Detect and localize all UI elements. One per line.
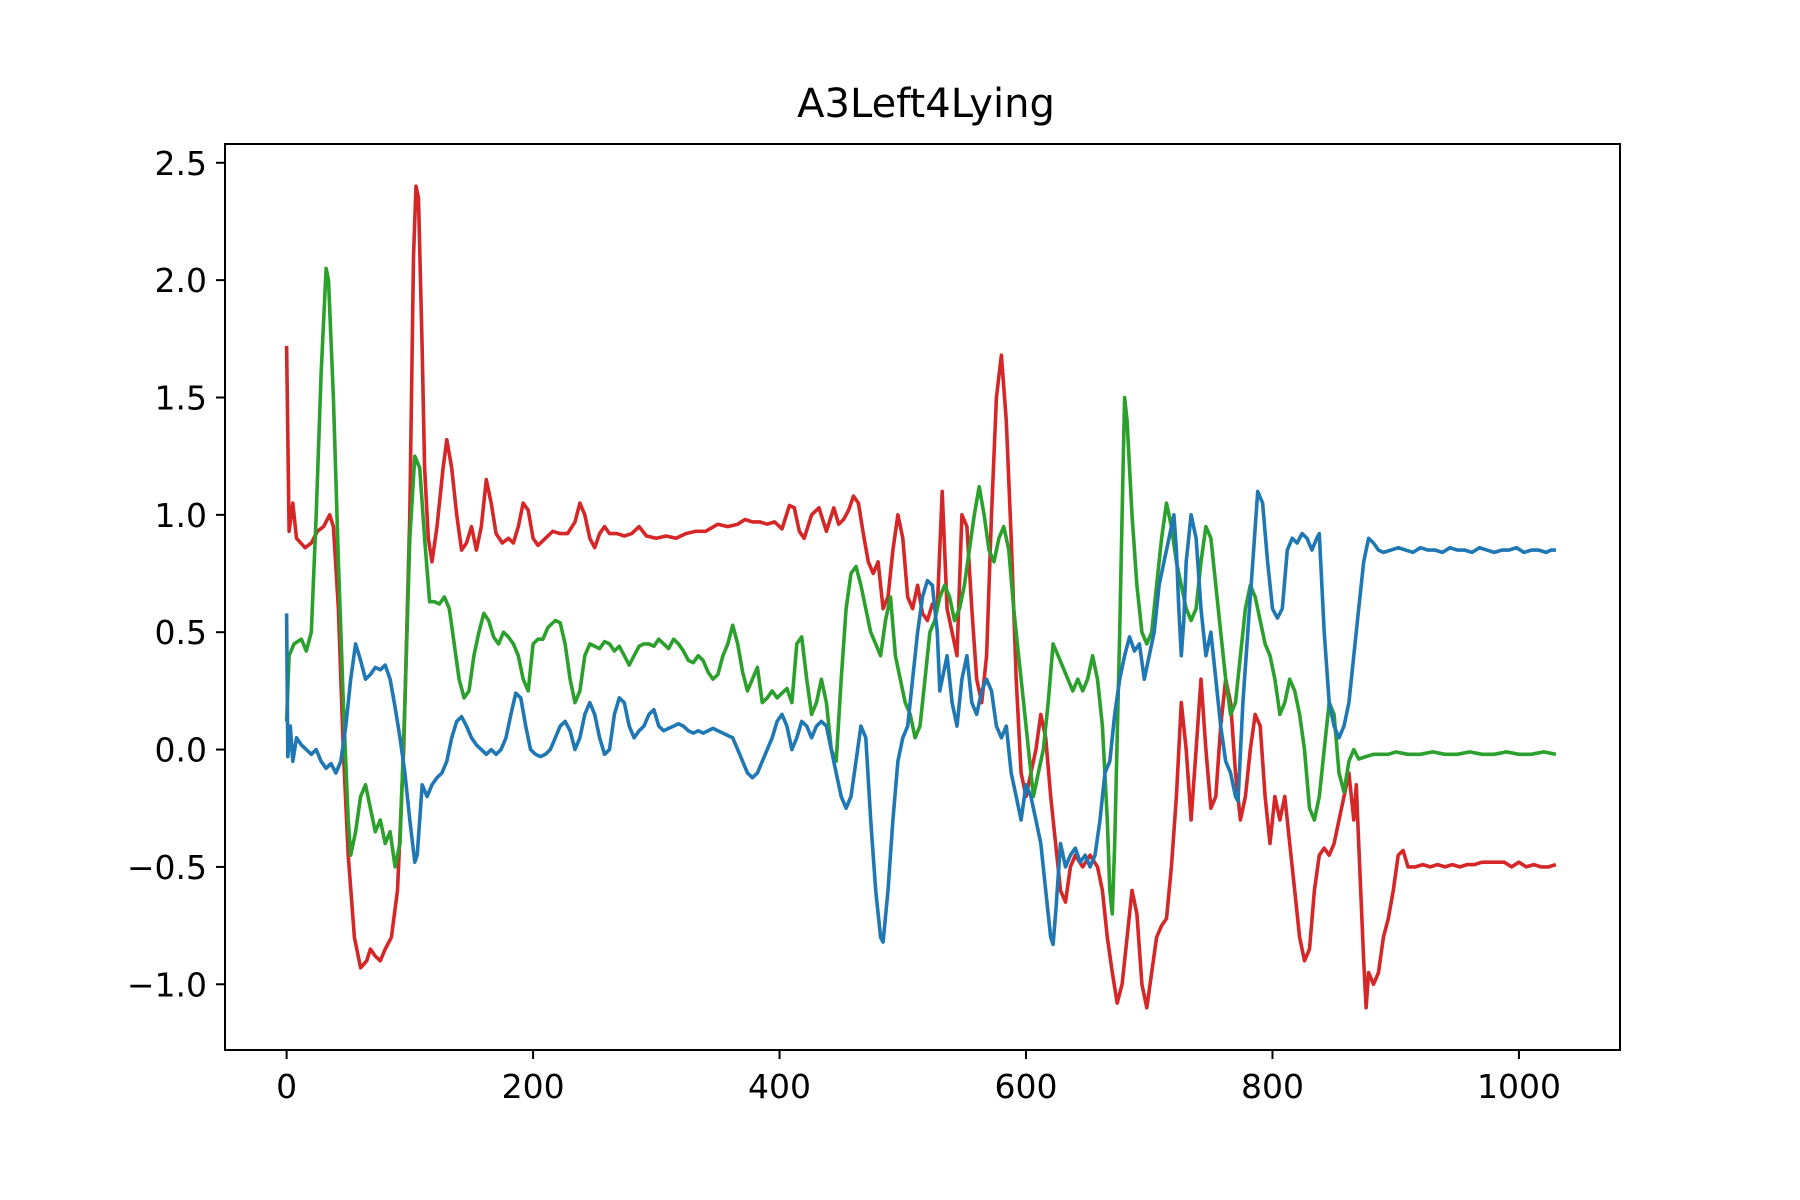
x-tick-label: 800 bbox=[1241, 1067, 1304, 1106]
y-tick-label: −1.0 bbox=[127, 965, 207, 1004]
y-tick-label: 2.0 bbox=[155, 261, 207, 300]
y-axis: −1.0 −0.5 0.0 0.5 1.0 1.5 2.0 2.5 bbox=[127, 144, 225, 1004]
y-tick-label: 0.5 bbox=[155, 613, 207, 652]
series-layer bbox=[284, 184, 1557, 1010]
y-tick-label: 0.0 bbox=[155, 731, 207, 770]
series-line-2 bbox=[284, 266, 1557, 916]
y-tick-label: 1.5 bbox=[155, 378, 207, 417]
x-tick-label: 0 bbox=[276, 1067, 297, 1106]
x-tick-label: 1000 bbox=[1477, 1067, 1561, 1106]
plot-area-frame bbox=[224, 143, 1621, 1051]
y-tick-label: 1.0 bbox=[155, 496, 207, 535]
x-axis: 0 200 400 600 800 1000 bbox=[276, 1050, 1561, 1106]
series-line-3 bbox=[284, 489, 1556, 947]
x-tick-label: 400 bbox=[748, 1067, 811, 1106]
y-tick-label: 2.5 bbox=[155, 144, 207, 183]
x-tick-label: 600 bbox=[995, 1067, 1058, 1106]
series-line-1 bbox=[284, 184, 1557, 1010]
chart-title: A3Left4Lying bbox=[797, 81, 1055, 127]
y-tick-label: −0.5 bbox=[127, 848, 207, 887]
x-tick-label: 200 bbox=[502, 1067, 565, 1106]
